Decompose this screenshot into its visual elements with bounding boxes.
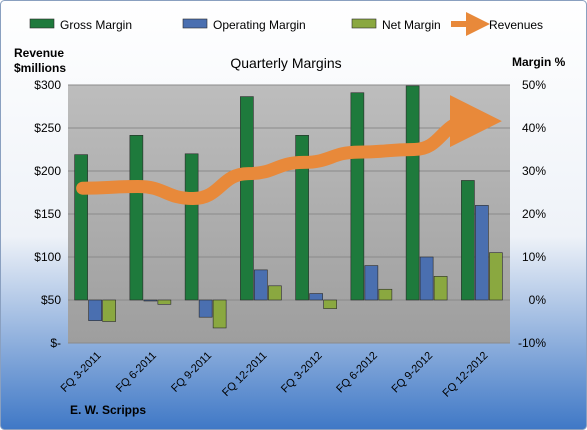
right-tick-label: 20% bbox=[522, 207, 546, 221]
left-axis-label-line1: Revenue bbox=[14, 46, 64, 60]
bar-operating-margin bbox=[254, 269, 268, 301]
bar-net-margin bbox=[433, 276, 448, 301]
bar-gross-margin bbox=[240, 96, 254, 301]
bar-gross-margin bbox=[184, 153, 199, 301]
company-name: E. W. Scripps bbox=[70, 403, 146, 417]
bar-gross-margin bbox=[405, 85, 420, 301]
revenues-line bbox=[76, 95, 502, 206]
legend-swatch bbox=[29, 18, 55, 29]
legend-label: Operating Margin bbox=[213, 18, 306, 32]
legend-swatch bbox=[351, 18, 377, 29]
left-tick-label: $50 bbox=[41, 293, 61, 307]
bar-operating-margin bbox=[475, 205, 489, 301]
right-tick-label: 50% bbox=[522, 78, 546, 92]
left-axis-label-line2: $millions bbox=[14, 61, 66, 75]
legend-label: Gross Margin bbox=[60, 18, 132, 32]
left-tick-label: $- bbox=[50, 336, 61, 350]
bar-operating-margin bbox=[309, 293, 323, 301]
legend-label: Net Margin bbox=[382, 18, 441, 32]
left-tick-label: $250 bbox=[34, 121, 61, 135]
bar-net-margin bbox=[212, 299, 227, 329]
bar-operating-margin bbox=[419, 256, 434, 301]
bar-net-margin bbox=[489, 252, 503, 301]
left-tick-label: $200 bbox=[34, 164, 61, 178]
left-tick-label: $300 bbox=[34, 78, 61, 92]
bar-net-margin bbox=[157, 299, 172, 305]
chart-title: Quarterly Margins bbox=[230, 55, 341, 71]
bar-gross-margin bbox=[129, 135, 144, 301]
right-tick-label: 30% bbox=[522, 164, 546, 178]
left-tick-label: $150 bbox=[34, 207, 61, 221]
left-tick-label: $100 bbox=[34, 250, 61, 264]
right-tick-label: -10% bbox=[518, 336, 546, 350]
legend-label: Revenues bbox=[489, 18, 543, 32]
bar-operating-margin bbox=[143, 299, 158, 302]
bar-operating-margin bbox=[198, 299, 213, 318]
left-axis-ticks: $300 $250 $200 $150 $100 $50 $- bbox=[34, 78, 61, 350]
bar-net-margin bbox=[378, 288, 393, 301]
bar-operating-margin bbox=[88, 299, 102, 321]
bar-net-margin bbox=[102, 299, 116, 322]
right-axis-label: Margin % bbox=[512, 55, 566, 69]
bar-gross-margin bbox=[74, 154, 88, 301]
right-tick-label: 40% bbox=[522, 121, 546, 135]
bar-operating-margin bbox=[364, 265, 379, 301]
bar-net-margin bbox=[268, 285, 282, 301]
legend: Gross Margin Operating Margin Net Margin Re… bbox=[29, 12, 543, 36]
bar-gross-margin bbox=[350, 92, 365, 301]
bar-gross-margin bbox=[295, 135, 309, 301]
legend-swatch bbox=[182, 18, 208, 29]
right-tick-label: 0% bbox=[529, 293, 547, 307]
bar-net-margin bbox=[323, 299, 337, 309]
bar-gross-margin bbox=[461, 180, 475, 301]
right-tick-label: 10% bbox=[522, 250, 546, 264]
right-axis-ticks: 50% 40% 30% 20% 10% 0% -10% bbox=[518, 78, 546, 350]
